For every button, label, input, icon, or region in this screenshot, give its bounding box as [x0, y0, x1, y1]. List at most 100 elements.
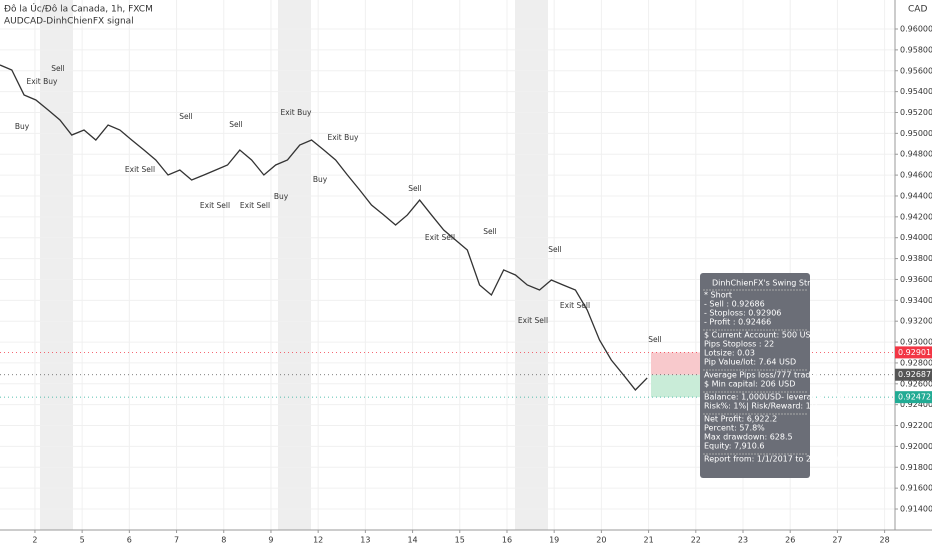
info-line: - Stoploss: 0.92906 — [704, 309, 781, 318]
profit-zone — [651, 374, 700, 398]
signal-label: Exit Sell — [560, 301, 590, 310]
signal-label: Sell — [179, 112, 193, 121]
y-tick-label: 0.91400 — [900, 505, 932, 514]
weekend-shade — [278, 0, 311, 530]
signal-label: Exit Buy — [27, 77, 58, 86]
y-tick-label: 0.94200 — [900, 212, 932, 221]
y-tick-label: 0.94000 — [900, 233, 932, 242]
x-tick-label: 26 — [785, 536, 795, 545]
x-tick-label: 15 — [455, 536, 465, 545]
info-line: $ Current Account: 500 USD — [704, 331, 817, 340]
x-tick-label: 5 — [80, 536, 85, 545]
signal-label: Exit Sell — [125, 165, 155, 174]
x-tick-label: 19 — [549, 536, 559, 545]
y-tick-label: 0.95200 — [900, 108, 932, 117]
price-label: 0.92687 — [898, 370, 931, 379]
signal-label: Exit Sell — [240, 201, 270, 210]
x-tick-label: 16 — [502, 536, 512, 545]
x-tick-label: 6 — [127, 536, 132, 545]
signal-label: Sell — [229, 120, 243, 129]
x-tick-label: 9 — [268, 536, 273, 545]
y-tick-label: 0.93200 — [900, 317, 932, 326]
y-tick-label: 0.92800 — [900, 358, 932, 367]
axes: 0.96000 0.95800 0.95600 0.95400 0.95200 0.950… — [32, 25, 932, 545]
price-line — [0, 64, 648, 391]
y-tick-label: 0.93000 — [900, 338, 932, 347]
info-line: Average Pips loss/777 trades : 27 — [704, 371, 837, 380]
chart-title: Đô la Úc/Đô la Canada, 1h, FXCM — [4, 3, 153, 15]
y-tick-label: 0.91600 — [900, 484, 932, 493]
signal-label: Sell — [51, 64, 65, 73]
x-tick-label: 12 — [313, 536, 323, 545]
weekend-shade — [515, 0, 548, 530]
y-tick-label: 0.91800 — [900, 463, 932, 472]
y-tick-label: 0.93600 — [900, 275, 932, 284]
info-box: DinhChienFX's Swing Strategy * Short- Sel… — [700, 273, 852, 478]
info-line: Report from: 1/1/2017 to 21/10/2020 — [704, 455, 852, 464]
signal-label: Buy — [274, 192, 289, 201]
signal-label: Buy — [313, 175, 328, 184]
y-tick-label: 0.94400 — [900, 191, 932, 200]
x-tick-label: 8 — [221, 536, 226, 545]
y-tick-label: 0.92600 — [900, 379, 932, 388]
price-label: 0.92472 — [898, 393, 931, 402]
y-tick-label: 0.94800 — [900, 150, 932, 159]
price-label-bg — [895, 391, 932, 404]
info-line: Max drawdown: 628.5 — [704, 433, 793, 442]
signal-label: Sell — [648, 335, 662, 344]
x-tick-label: 27 — [832, 536, 842, 545]
signal-label: Exit Sell — [425, 233, 455, 242]
info-title: DinhChienFX's Swing Strategy — [712, 279, 833, 288]
signal-label: Exit Buy — [281, 108, 312, 117]
info-line: $ Min capital: 206 USD — [704, 380, 795, 389]
y-tick-label: 0.95000 — [900, 129, 932, 138]
y-tick-label: 0.95400 — [900, 87, 932, 96]
y-tick-label: 0.95600 — [900, 66, 932, 75]
info-line: Percent: 57.8% — [704, 424, 765, 433]
x-tick-label: 23 — [738, 536, 748, 545]
x-tick-label: 28 — [880, 536, 890, 545]
currency: CAD — [908, 5, 927, 15]
plot: Buy Sell Exit Buy Exit Sell Sell Sell Exit Sel… — [0, 64, 895, 398]
info-line: Pips Stoploss : 22 — [704, 340, 774, 349]
price-label-bg — [895, 346, 932, 359]
weekend-shade — [40, 0, 73, 530]
y-tick-label: 0.92400 — [900, 400, 932, 409]
y-tick-label: 0.93400 — [900, 296, 932, 305]
y-tick-label: 0.96000 — [900, 25, 932, 34]
y-tick-label: 0.92000 — [900, 442, 932, 451]
subtitle: AUDCAD-DinhChienFX signal — [4, 17, 134, 27]
x-tick-label: 20 — [596, 536, 606, 545]
signal-label: Sell — [408, 184, 422, 193]
price-label-bg — [895, 368, 932, 381]
signal-label: Exit Sell — [518, 316, 548, 325]
signal-label: Sell — [548, 245, 562, 254]
info-line: Equity: 7,910.6 — [704, 442, 765, 451]
x-tick-label: 7 — [174, 536, 179, 545]
stop-zone — [651, 352, 700, 375]
price-label: 0.92901 — [898, 348, 931, 357]
info-line: Risk%: 1%| Risk/Reward: 1/1 — [704, 402, 819, 411]
signal-label: Exit Sell — [200, 201, 230, 210]
x-tick-label: 21 — [643, 536, 653, 545]
y-tick-label: 0.92200 — [900, 421, 932, 430]
signal-label: Buy — [15, 122, 30, 131]
info-box-bg — [700, 273, 810, 478]
x-tick-label: 2 — [32, 536, 37, 545]
info-line: * Short — [704, 291, 732, 300]
signal-label: Exit Buy — [328, 133, 359, 142]
x-tick-label: 14 — [407, 536, 417, 545]
info-line: Pip Value/lot: 7.64 USD — [704, 358, 796, 367]
y-tick-label: 0.95800 — [900, 45, 932, 54]
y-tick-label: 0.94600 — [900, 171, 932, 180]
x-tick-label: 22 — [691, 536, 701, 545]
signal-label: Sell — [483, 227, 497, 236]
x-tick-label: 13 — [360, 536, 370, 545]
info-line: - Profit : 0.92466 — [704, 318, 771, 327]
info-line: Net Profit: 6,922.2 — [704, 415, 777, 424]
info-line: - Sell : 0.92686 — [704, 300, 765, 309]
info-line: Lotsize: 0.03 — [704, 349, 755, 358]
y-tick-label: 0.93800 — [900, 254, 932, 263]
info-line: Balance: 1,000USD- leverage: 1:100 — [704, 393, 850, 402]
